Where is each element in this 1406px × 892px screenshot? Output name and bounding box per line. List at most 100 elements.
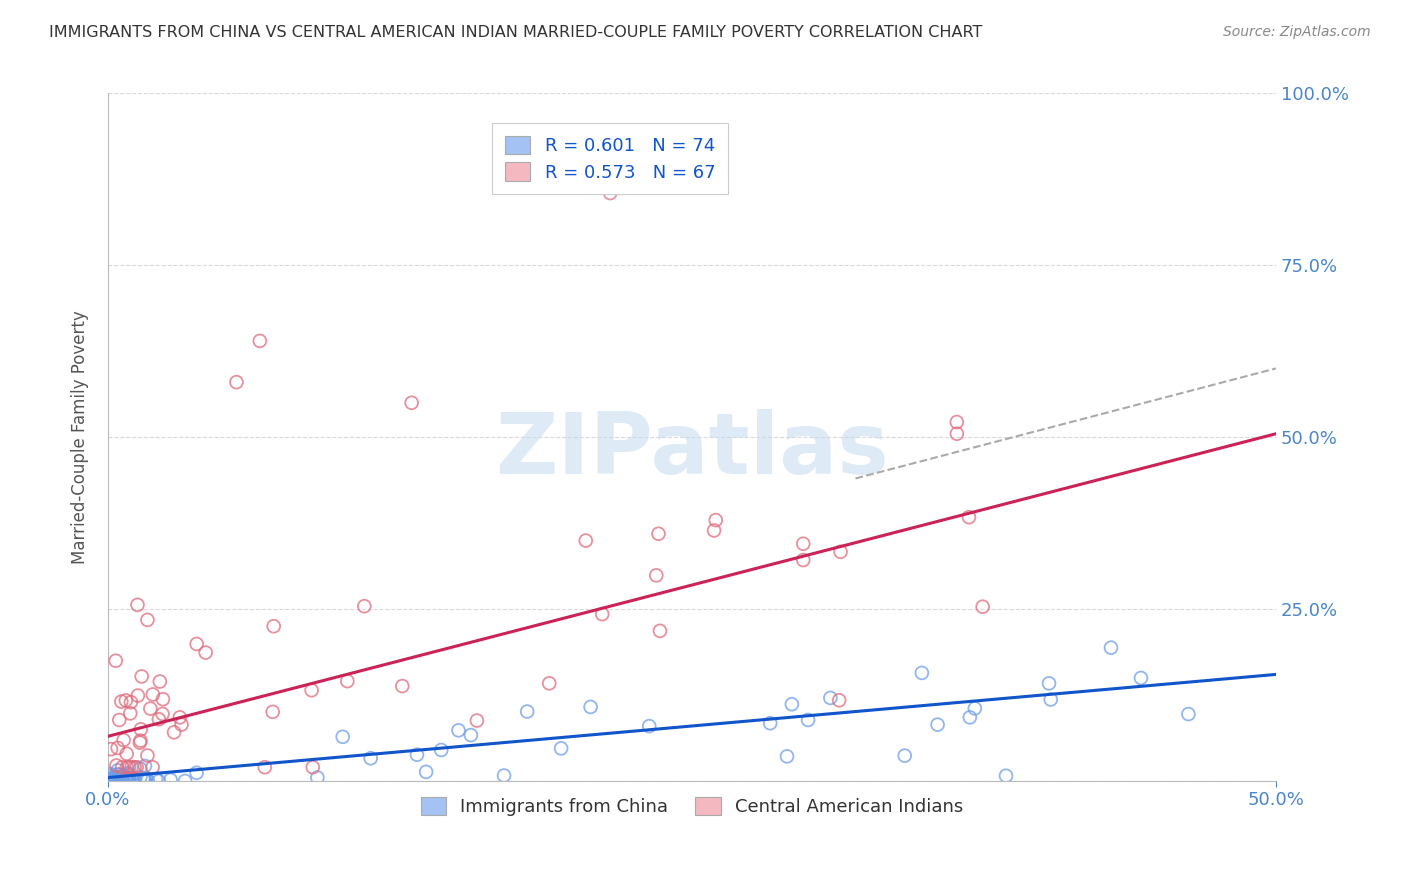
Point <box>957 510 980 524</box>
Point <box>115 760 138 774</box>
Point <box>115 772 138 787</box>
Y-axis label: Married-Couple Family Poverty: Married-Couple Family Poverty <box>72 310 89 564</box>
Point <box>134 773 156 788</box>
Point <box>830 545 852 559</box>
Point <box>121 772 143 787</box>
Point <box>194 646 217 660</box>
Point <box>492 768 515 782</box>
Point <box>447 723 470 738</box>
Point <box>638 719 661 733</box>
Point <box>125 760 148 774</box>
Point <box>100 772 122 786</box>
Point <box>103 774 125 789</box>
Point <box>111 760 134 774</box>
Point <box>332 730 354 744</box>
Point <box>262 705 284 719</box>
Point <box>780 697 803 711</box>
Point <box>648 624 671 638</box>
Point <box>132 772 155 786</box>
Point <box>115 747 138 761</box>
Point <box>591 607 613 621</box>
Point <box>253 760 276 774</box>
Point <box>186 637 208 651</box>
Point <box>159 772 181 787</box>
Point <box>148 774 170 789</box>
Point <box>108 767 131 781</box>
Point <box>118 772 141 786</box>
Point <box>995 769 1018 783</box>
Point <box>249 334 271 348</box>
Point <box>105 767 128 781</box>
Text: ZIPatlas: ZIPatlas <box>495 409 889 492</box>
Point <box>129 733 152 747</box>
Text: Source: ZipAtlas.com: Source: ZipAtlas.com <box>1223 25 1371 39</box>
Point <box>104 770 127 784</box>
Point <box>307 771 329 785</box>
Point <box>103 770 125 784</box>
Point <box>118 760 141 774</box>
Point <box>118 771 141 785</box>
Point <box>186 765 208 780</box>
Point <box>946 415 969 429</box>
Point <box>430 743 453 757</box>
Point <box>100 769 122 783</box>
Point <box>120 706 142 721</box>
Point <box>136 748 159 763</box>
Point <box>1038 676 1060 690</box>
Point <box>959 710 981 724</box>
Point <box>776 749 799 764</box>
Point <box>139 701 162 715</box>
Point <box>134 759 156 773</box>
Point <box>972 599 994 614</box>
Point <box>550 741 572 756</box>
Point <box>170 717 193 731</box>
Point <box>704 513 727 527</box>
Point <box>110 695 132 709</box>
Point <box>136 773 159 788</box>
Point <box>98 772 121 787</box>
Point <box>301 683 323 698</box>
Point <box>107 764 129 778</box>
Point <box>797 713 820 727</box>
Point <box>117 768 139 782</box>
Point <box>129 762 152 776</box>
Point <box>108 713 131 727</box>
Point <box>111 768 134 782</box>
Point <box>112 733 135 747</box>
Point <box>111 772 134 787</box>
Point <box>105 758 128 772</box>
Point <box>129 723 152 737</box>
Point <box>703 524 725 538</box>
Point <box>391 679 413 693</box>
Point <box>645 568 668 582</box>
Point <box>134 772 156 787</box>
Point <box>1099 640 1122 655</box>
Point <box>100 767 122 781</box>
Point <box>893 748 915 763</box>
Point <box>100 742 122 756</box>
Point <box>225 375 247 389</box>
Point <box>963 701 986 715</box>
Point <box>353 599 375 614</box>
Point <box>124 772 146 786</box>
Point <box>142 688 165 702</box>
Point <box>145 772 167 787</box>
Point <box>792 537 814 551</box>
Point <box>142 760 165 774</box>
Point <box>575 533 598 548</box>
Point <box>111 772 134 787</box>
Point <box>129 770 152 784</box>
Point <box>129 736 152 750</box>
Point <box>103 772 125 786</box>
Point <box>97 773 120 788</box>
Point <box>121 760 143 774</box>
Point <box>163 725 186 739</box>
Point <box>174 774 197 789</box>
Point <box>1177 707 1199 722</box>
Point <box>415 764 437 779</box>
Point <box>104 654 127 668</box>
Point <box>152 692 174 706</box>
Point <box>759 716 782 731</box>
Point <box>401 396 423 410</box>
Point <box>828 693 851 707</box>
